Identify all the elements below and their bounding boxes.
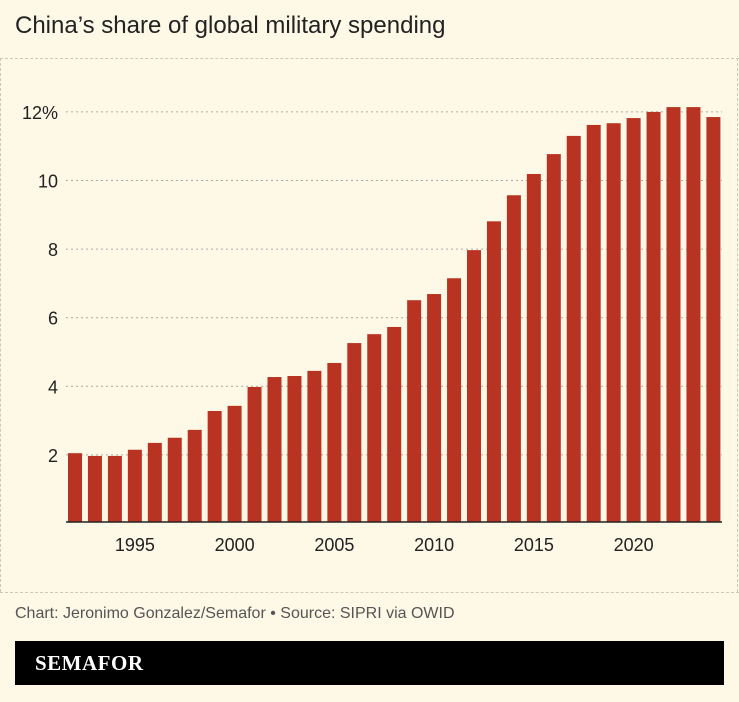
semafor-logo: SEMAFOR (35, 651, 144, 675)
bar-2005 (327, 362, 342, 523)
bar-1994 (107, 455, 122, 523)
bar-1997 (167, 437, 182, 523)
y-tick-label: 8 (48, 240, 58, 260)
bar-2017 (566, 135, 581, 523)
bar-2003 (287, 376, 302, 523)
bar-2007 (367, 334, 382, 523)
y-tick-label: 4 (48, 377, 58, 397)
bar-1998 (187, 429, 202, 523)
bar-2020 (626, 118, 641, 523)
bar-2011 (447, 278, 462, 523)
x-tick-label: 2010 (414, 535, 454, 555)
bar-2009 (407, 300, 422, 523)
source-credit: Chart: Jeronimo Gonzalez/Semafor • Sourc… (15, 605, 455, 622)
bar-2018 (586, 124, 601, 523)
x-tick-label: 2000 (215, 535, 255, 555)
bar-2023 (686, 107, 701, 523)
bar-chart: 2 4 6 8 10 12% 1995 2000 2005 2010 2015 2020 (22, 103, 722, 555)
chart-title: China’s share of global military spendin… (15, 12, 446, 39)
divider (0, 592, 739, 593)
bar-1992 (68, 453, 82, 523)
y-tick-label: 10 (38, 172, 58, 192)
bar-2022 (666, 107, 681, 523)
bar-2010 (427, 294, 442, 523)
bar-2016 (546, 154, 561, 523)
bar-2008 (387, 326, 402, 523)
x-tick-label: 1995 (115, 535, 155, 555)
bar-2002 (267, 377, 282, 523)
divider (0, 58, 739, 59)
y-tick-label: 6 (48, 309, 58, 329)
divider (0, 58, 1, 592)
bar-2019 (606, 123, 621, 523)
bar-2006 (347, 343, 362, 523)
bar-1995 (127, 449, 142, 523)
y-tick-label: 2 (48, 446, 58, 466)
bar-2015 (526, 173, 541, 523)
x-tick-label: 2005 (314, 535, 354, 555)
bar-2024 (706, 117, 721, 523)
bar-2013 (486, 221, 501, 523)
bar-2014 (506, 195, 521, 523)
x-tick-label: 2020 (614, 535, 654, 555)
bar-2012 (467, 250, 481, 523)
bar-2000 (227, 405, 242, 523)
x-tick-label: 2015 (514, 535, 554, 555)
bar-1996 (147, 442, 162, 523)
brand-bar: SEMAFOR (15, 641, 724, 685)
bar-1993 (87, 455, 102, 523)
bar-2021 (646, 111, 661, 523)
bar-2001 (247, 386, 262, 523)
divider (737, 58, 738, 592)
bar-2004 (307, 370, 322, 523)
y-tick-label: 12% (22, 103, 58, 123)
bar-1999 (207, 410, 222, 523)
